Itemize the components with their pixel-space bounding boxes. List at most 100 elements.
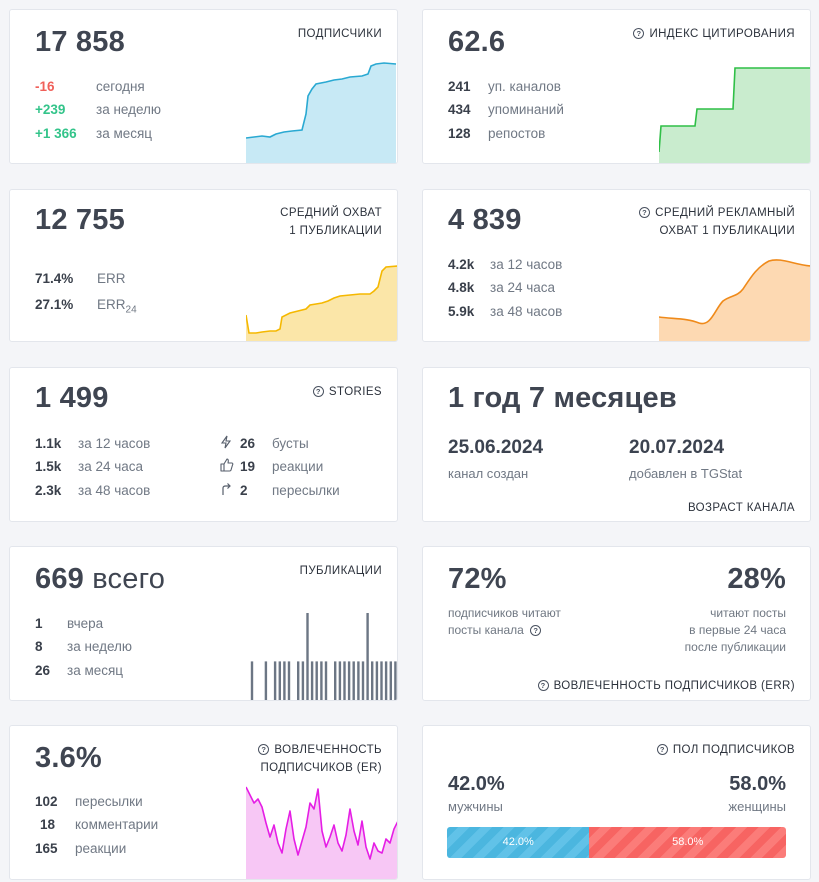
question-icon[interactable]: ? [258,744,270,755]
gender-card[interactable]: ? ПОЛ ПОДПИСЧИКОВ 42.0% мужчины 58.0% жен… [422,725,811,880]
publication-bar [375,661,379,700]
stat-label: репостов [488,126,546,141]
sparkline-area [659,68,810,163]
sparkline-line [246,265,397,334]
stat-value: 102 [35,794,58,809]
citation-index-card[interactable]: 62.6 ? ИНДЕКС ЦИТИРОВАНИЯ 241 уп. каналов… [422,9,811,164]
male-bar-segment[interactable]: 42.0% [447,827,590,858]
publication-bar [269,700,271,701]
publication-bar [384,661,388,700]
err-engagement-card[interactable]: 72% подписчиков читают посты канала ? 28… [422,546,811,701]
channel-age-card[interactable]: 1 год 7 месяцев 25.06.2024 канал создан … [422,367,811,522]
publications-card[interactable]: 669 всего ПУБЛИКАЦИИ 1 вчера 8 за неделю… [9,546,398,701]
publication-bar [329,700,331,701]
sparkline-area [659,259,810,341]
publication-bar [394,661,397,700]
stat-label: пересылки [75,794,143,809]
stat-value: 1.1k [35,436,62,451]
stat-label: сегодня [96,79,145,94]
title-line: ОХВАТ 1 ПУБЛИКАЦИИ [659,225,795,237]
stat-label: упоминаний [488,102,564,117]
male-label: мужчины [448,799,503,814]
stat-label: вчера [67,616,104,631]
citation-index-value: 62.6 [448,26,506,58]
stat-value: 2 [240,483,248,498]
stat-label: комментарии [75,817,159,832]
gender-bar: 42.0% 58.0% [447,827,786,858]
err24-value: 27.1% [35,297,74,312]
lightning-icon [220,435,232,454]
question-icon[interactable]: ? [530,625,542,636]
er-engagement-card[interactable]: 3.6% ? ВОВЛЕЧЕННОСТЬ ПОДПИСЧИКОВ (ER) 102… [9,725,398,880]
stat-value: 26 [35,663,51,678]
publication-bar [301,661,305,700]
publications-bar-chart [250,613,397,701]
gender-title: ? ПОЛ ПОДПИСЧИКОВ [656,741,795,759]
stat-label: уп. каналов [488,79,561,94]
title-line: СРЕДНИЙ ОХВАТ [280,207,382,219]
publication-bar [343,661,346,700]
ad-reach-value: 4 839 [448,204,522,236]
citation-sparkline [659,67,810,163]
publication-bar [260,700,262,701]
stat-label: за 48 часов [490,304,563,319]
stat-label: за 48 часов [78,483,151,498]
stat-value: 5.9k [448,304,475,319]
stat-value: 1 [35,616,43,631]
added-label: добавлен в TGStat [629,466,743,481]
channel-age-value: 1 год 7 месяцев [448,382,677,414]
err-value: 71.4% [35,271,74,286]
title-line: 1 ПУБЛИКАЦИИ [289,225,382,237]
stat-label: реакции [75,841,127,856]
publication-bar [320,661,323,700]
publication-bar [283,661,286,700]
err-engagement-title: ? ВОВЛЕЧЕННОСТЬ ПОДПИСЧИКОВ (ERR) [537,677,795,695]
question-icon[interactable]: ? [633,28,645,39]
publication-bar [264,661,268,700]
publication-bar [315,661,318,700]
sparkline-line [246,786,397,860]
stories-value: 1 499 [35,382,109,414]
err-right-value: 28% [727,563,786,595]
publications-title: ПУБЛИКАЦИИ [299,565,382,577]
stat-label: за неделю [67,639,133,654]
stat-value: -16 [35,79,55,94]
publication-bar [389,661,392,700]
stat-label: за 24 часа [78,459,144,474]
publication-bar [371,661,374,700]
publication-bar [334,661,337,700]
average-reach-value: 12 755 [35,204,125,236]
question-icon[interactable]: ? [639,207,651,218]
stories-title: ? STORIES [312,383,382,401]
publication-bar [306,613,309,700]
question-icon[interactable]: ? [312,386,324,397]
err-left-value: 72% [448,563,507,595]
stories-card[interactable]: 1 499 ? STORIES 1.1k за 12 часов 1.5k за … [9,367,398,522]
stat-value: 165 [35,841,58,856]
share-arrow-icon [220,482,232,501]
stat-value: 18 [40,817,56,832]
stat-value: 4.8k [448,280,475,295]
stat-value: +1 366 [35,126,77,141]
subscribers-count: 17 858 [35,26,125,58]
female-bar-segment[interactable]: 58.0% [589,827,786,858]
channel-age-title: ВОЗРАСТ КАНАЛА [687,502,795,514]
question-icon[interactable]: ? [537,680,549,691]
female-percent: 58.0% [729,773,786,795]
stat-value: 128 [448,126,471,141]
publication-bar [347,661,351,700]
er-sparkline [246,786,397,879]
question-icon[interactable]: ? [656,744,668,755]
average-reach-card[interactable]: 12 755 СРЕДНИЙ ОХВАТ 1 ПУБЛИКАЦИИ 71.4% … [9,189,398,342]
publication-bar [338,661,342,700]
publication-bar [352,661,355,700]
ad-reach-card[interactable]: 4 839 ? СРЕДНИЙ РЕКЛАМНЫЙ ОХВАТ 1 ПУБЛИКА… [422,189,811,342]
citation-index-title: ? ИНДЕКС ЦИТИРОВАНИЯ [633,25,795,43]
subscribers-card[interactable]: 17 858 ПОДПИСЧИКИ -16 сегодня +239 за не… [9,9,398,164]
stat-value: 2.3k [35,483,62,498]
publication-bar [310,661,314,700]
publication-bar [361,661,365,700]
ad-reach-sparkline [659,259,810,341]
sparkline-area [246,63,396,163]
publication-bar [287,661,291,700]
